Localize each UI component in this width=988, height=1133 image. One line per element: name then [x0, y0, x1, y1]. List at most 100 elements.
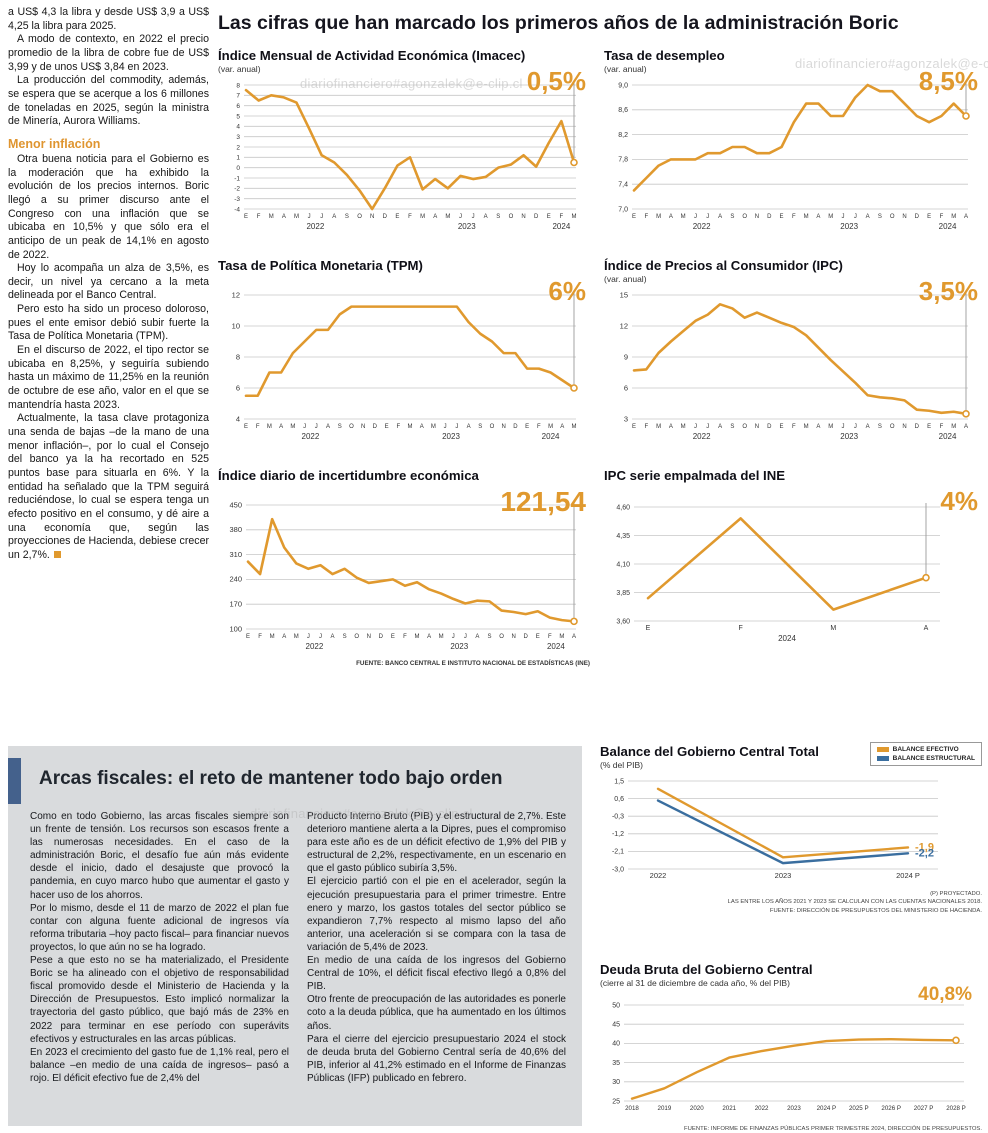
chart-legend: BALANCE EFECTIVO BALANCE ESTRUCTURAL — [869, 742, 982, 766]
svg-text:2024: 2024 — [778, 634, 796, 643]
svg-text:7,8: 7,8 — [618, 157, 628, 164]
svg-text:M: M — [656, 424, 661, 430]
svg-text:D: D — [767, 214, 772, 220]
svg-text:F: F — [739, 625, 743, 632]
svg-text:E: E — [246, 634, 250, 640]
paragraph: a US$ 4,3 la libra y desde US$ 3,9 a US$… — [8, 6, 209, 32]
svg-text:M: M — [267, 424, 272, 430]
paragraph: La producción del commodity, además, se … — [8, 74, 209, 128]
svg-text:N: N — [502, 424, 506, 430]
paragraph: FUENTE: DIRECCIÓN DE PRESUPUESTOS DEL MI… — [769, 907, 982, 914]
svg-text:M: M — [951, 424, 956, 430]
svg-text:N: N — [755, 424, 759, 430]
svg-text:8,2: 8,2 — [618, 132, 628, 139]
chart-highlight-value: 6% — [548, 276, 586, 306]
headline-accent-bar — [8, 758, 21, 804]
svg-text:2026 P: 2026 P — [881, 1105, 901, 1112]
svg-text:J: J — [706, 214, 709, 220]
chart-highlight-value: 3,5% — [918, 276, 978, 306]
svg-text:J: J — [455, 424, 458, 430]
svg-text:S: S — [343, 634, 347, 640]
ipc-ine-plot: 4,60 4,35 4,10 3,85 3,60 E F M A 2024 — [604, 497, 982, 654]
svg-text:30: 30 — [612, 1079, 620, 1086]
svg-text:E: E — [244, 214, 248, 220]
svg-text:M: M — [269, 214, 274, 220]
svg-text:A: A — [560, 424, 564, 430]
svg-text:M: M — [420, 214, 425, 220]
chart-ipc: Índice de Precios al Consumidor (IPC) (v… — [604, 258, 982, 452]
svg-text:F: F — [408, 214, 412, 220]
svg-text:M: M — [681, 424, 686, 430]
svg-text:J: J — [307, 634, 310, 640]
paragraph: En 2023 el crecimiento del gasto fue de … — [30, 1046, 289, 1084]
svg-text:7,4: 7,4 — [618, 182, 628, 189]
chart-title: Índice diario de incertidumbre económica — [218, 468, 479, 483]
svg-text:2024: 2024 — [552, 222, 570, 231]
svg-text:4,10: 4,10 — [616, 561, 630, 568]
svg-text:M: M — [294, 214, 299, 220]
svg-text:J: J — [464, 634, 467, 640]
legend-item-efectivo: BALANCE EFECTIVO — [876, 746, 975, 753]
svg-text:M: M — [270, 634, 275, 640]
svg-text:7,0: 7,0 — [618, 206, 628, 213]
fiscal-column-1: Como en todo Gobierno, las arcas fiscale… — [30, 810, 289, 1085]
svg-text:N: N — [902, 214, 906, 220]
svg-text:O: O — [509, 214, 514, 220]
svg-text:A: A — [467, 424, 471, 430]
legend-label: BALANCE ESTRUCTURAL — [892, 755, 975, 762]
svg-text:M: M — [830, 625, 836, 632]
svg-text:S: S — [878, 424, 882, 430]
svg-text:A: A — [282, 634, 286, 640]
fiscal-column-2: Producto Interno Bruto (PIB) y el estruc… — [307, 810, 566, 1085]
desempleo-plot: 9,0 8,6 8,2 7,8 7,4 7,0 E F M A M J J A S O N D E F M A M J J A S O… — [604, 77, 982, 242]
chart-desempleo: Tasa de desempleo (var. anual) 8,5% 9,0 8… — [604, 48, 982, 242]
svg-text:S: S — [496, 214, 500, 220]
svg-text:N: N — [370, 214, 374, 220]
chart-subtitle — [604, 484, 982, 495]
svg-text:240: 240 — [229, 575, 242, 584]
svg-text:E: E — [385, 424, 389, 430]
chart-svg: 8 7 6 5 4 3 2 1 0 -1 -2 -3 -4 E F M A M J J A S O N D E F M A M J J A S O N… — [234, 81, 578, 231]
svg-text:J: J — [459, 214, 462, 220]
article-end-marker-icon — [53, 550, 61, 558]
svg-text:-0,3: -0,3 — [612, 814, 624, 821]
paragraph: Pero esto ha sido un proceso doloroso, p… — [8, 303, 209, 343]
svg-text:-3,0: -3,0 — [612, 866, 624, 873]
svg-text:2023: 2023 — [450, 642, 468, 651]
svg-text:J: J — [452, 634, 455, 640]
chart-subtitle: (var. anual) — [218, 64, 261, 74]
svg-text:J: J — [694, 214, 697, 220]
svg-text:-1,2: -1,2 — [612, 831, 624, 838]
svg-text:A: A — [475, 634, 479, 640]
legend-swatch-orange-icon — [876, 747, 889, 752]
svg-text:15: 15 — [620, 290, 628, 299]
chart-balance: Balance del Gobierno Central Total BALAN… — [600, 742, 982, 915]
svg-text:M: M — [828, 214, 833, 220]
svg-text:O: O — [742, 214, 747, 220]
chart-footnotes: (P) PROYECTADO. LAS ENTRE LOS AÑOS 2021 Y… — [600, 890, 982, 915]
svg-text:4,35: 4,35 — [616, 533, 630, 540]
legend-item-estructural: BALANCE ESTRUCTURAL — [876, 755, 975, 762]
svg-text:M: M — [445, 214, 450, 220]
deuda-plot: 50 45 40 35 30 25 2018 2019 2020 2021 2022 2023 2024… — [600, 991, 982, 1124]
chart-incertidumbre: Índice diario de incertidumbre económica… — [218, 468, 590, 662]
svg-text:A: A — [332, 214, 336, 220]
svg-text:E: E — [632, 424, 636, 430]
legend-swatch-blue-icon — [876, 756, 889, 761]
svg-text:D: D — [915, 424, 920, 430]
svg-text:2023: 2023 — [787, 1105, 801, 1112]
svg-text:A: A — [669, 214, 673, 220]
svg-text:A: A — [484, 214, 488, 220]
svg-text:O: O — [499, 634, 504, 640]
svg-text:N: N — [755, 214, 759, 220]
chart-title: IPC serie empalmada del INE — [604, 468, 786, 483]
svg-text:M: M — [415, 634, 420, 640]
svg-text:2: 2 — [236, 144, 240, 151]
chart-subtitle: (cierre al 31 de diciembre de cada año, … — [600, 978, 790, 988]
svg-text:2024: 2024 — [939, 222, 957, 231]
svg-text:5: 5 — [236, 113, 240, 120]
chart-subtitle — [218, 274, 590, 285]
svg-text:D: D — [915, 214, 920, 220]
svg-text:D: D — [513, 424, 518, 430]
chart-deuda: Deuda Bruta del Gobierno Central (cierre… — [600, 962, 982, 1132]
